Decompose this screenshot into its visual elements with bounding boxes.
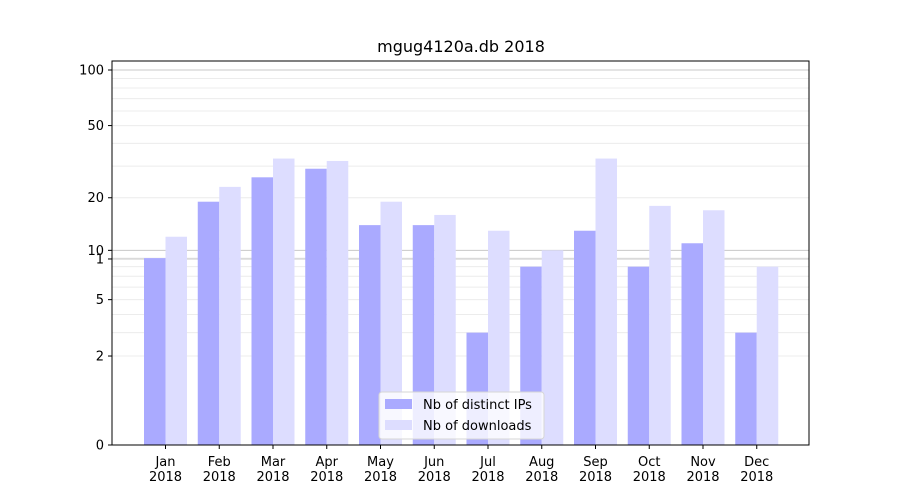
x-tick-label: Nov 2018 bbox=[686, 455, 719, 485]
x-tick-label: Jun 2018 bbox=[418, 455, 451, 485]
bar bbox=[703, 210, 725, 445]
x-tick-label: Dec 2018 bbox=[740, 455, 773, 485]
bar bbox=[735, 332, 757, 445]
bar bbox=[434, 214, 456, 445]
bar bbox=[219, 186, 241, 446]
x-tick-label: Aug 2018 bbox=[525, 455, 558, 485]
x-tick-label: Jul 2018 bbox=[471, 455, 504, 485]
bar bbox=[197, 201, 220, 445]
bar bbox=[412, 225, 435, 445]
bar bbox=[681, 243, 703, 445]
x-tick-label: Jan 2018 bbox=[149, 455, 182, 485]
y-tick-label: 50 bbox=[87, 119, 104, 134]
bar bbox=[251, 177, 273, 445]
bar-layer bbox=[144, 158, 779, 446]
y-tick-label: 2 bbox=[96, 350, 104, 365]
bar bbox=[574, 230, 596, 445]
legend-box bbox=[378, 391, 545, 440]
bar bbox=[541, 250, 564, 445]
bar bbox=[380, 201, 402, 445]
x-tick-label: Mar 2018 bbox=[256, 455, 289, 485]
y-tick-label: 100 bbox=[79, 64, 104, 79]
x-tick-label: Oct 2018 bbox=[633, 455, 666, 485]
x-tick-label: Sep 2018 bbox=[579, 455, 612, 485]
bar bbox=[144, 258, 166, 445]
legend: Nb of distinct IPs Nb of downloads bbox=[378, 391, 545, 440]
bar bbox=[595, 158, 617, 446]
y-tick-label: 1 bbox=[96, 252, 104, 267]
y-tick-label: 5 bbox=[96, 293, 104, 308]
chart-title: mgug4120a.db 2018 bbox=[377, 37, 545, 56]
bar bbox=[488, 230, 510, 445]
y-tick-label: 0 bbox=[96, 439, 104, 454]
bar bbox=[273, 158, 295, 446]
plot-frame bbox=[111, 60, 810, 446]
legend-swatch bbox=[385, 399, 412, 409]
bar bbox=[305, 168, 327, 445]
x-tick-label: Feb 2018 bbox=[203, 455, 236, 485]
bar bbox=[756, 266, 779, 445]
bar bbox=[326, 160, 349, 445]
legend-label: Nb of downloads bbox=[423, 419, 532, 434]
bar bbox=[627, 266, 650, 445]
legend-label: Nb of distinct IPs bbox=[423, 398, 532, 413]
legend-swatch bbox=[385, 420, 412, 430]
x-tick-label: Apr 2018 bbox=[310, 455, 343, 485]
bar bbox=[165, 236, 187, 445]
axis-layer: 0 1 2 5 10 20 50 100 Jan 2018 Feb 2018 Mar 2018 Apr 201… bbox=[79, 60, 810, 485]
y-tick-label: 20 bbox=[87, 191, 104, 206]
x-tick-label: May 2018 bbox=[364, 455, 397, 485]
y-tick-label: 10 bbox=[87, 244, 104, 259]
bar bbox=[649, 205, 671, 445]
bar bbox=[359, 225, 381, 445]
